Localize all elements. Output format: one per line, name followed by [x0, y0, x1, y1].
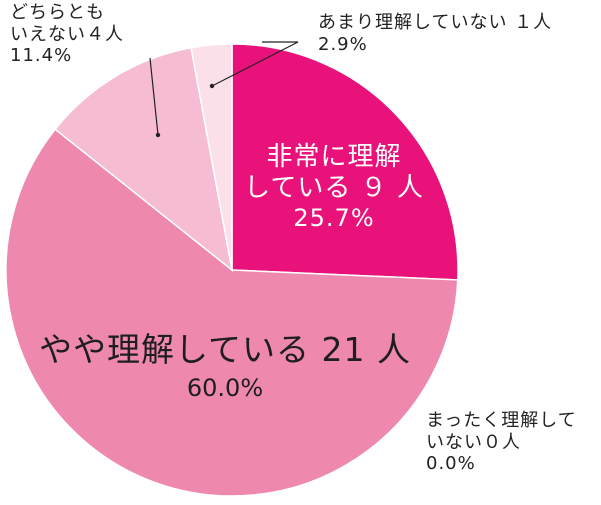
leader-line-amari: [211, 41, 299, 87]
slice-label-dochira-name-line1: どちらとも: [10, 2, 105, 23]
leader-line-amari-dot: [209, 83, 215, 89]
slice-label-hijou-pct: 25.7%: [293, 204, 375, 233]
leader-lines: [149, 41, 299, 138]
slice-label-yaya-pct: 60.0%: [186, 373, 264, 402]
slice-label-hijou-name-line1: 非常に理解: [266, 142, 402, 172]
slice-label-mattaku-pct: 0.0%: [426, 453, 476, 475]
leader-line-dochira: [149, 57, 159, 136]
slice-label-yaya-name: やや理解している 21 人: [39, 330, 411, 369]
slice-label-mattaku-name-line2: いない０人: [426, 431, 521, 453]
slice-label-mattaku: まったく理解して いない０人 0.0%: [426, 410, 577, 475]
slice-label-amari: あまり理解していない １人 2.9%: [318, 12, 552, 55]
slice-label-amari-pct: 2.9%: [318, 33, 368, 55]
slice-amari: [190, 43, 233, 271]
slice-label-dochira-name-line2: いえない４人: [10, 23, 124, 45]
leader-line-dochira-dot: [155, 132, 161, 138]
slice-hijou: [231, 43, 459, 281]
slice-label-hijou: 非常に理解 している ９ 人 25.7%: [236, 142, 432, 233]
slice-label-dochira-pct: 11.4%: [10, 45, 73, 67]
slice-dochira: [54, 46, 234, 272]
slice-label-hijou-name-line2: している ９ 人: [244, 173, 424, 204]
slice-label-mattaku-name-line1: まったく理解して: [426, 410, 577, 431]
slice-label-yaya: やや理解している 21 人 60.0%: [30, 330, 420, 402]
slice-yaya: [5, 128, 459, 497]
slice-label-amari-name: あまり理解していない １人: [318, 12, 553, 33]
pie-slices: [5, 43, 459, 497]
slice-label-dochira: どちらとも いえない４人 11.4%: [10, 2, 124, 67]
